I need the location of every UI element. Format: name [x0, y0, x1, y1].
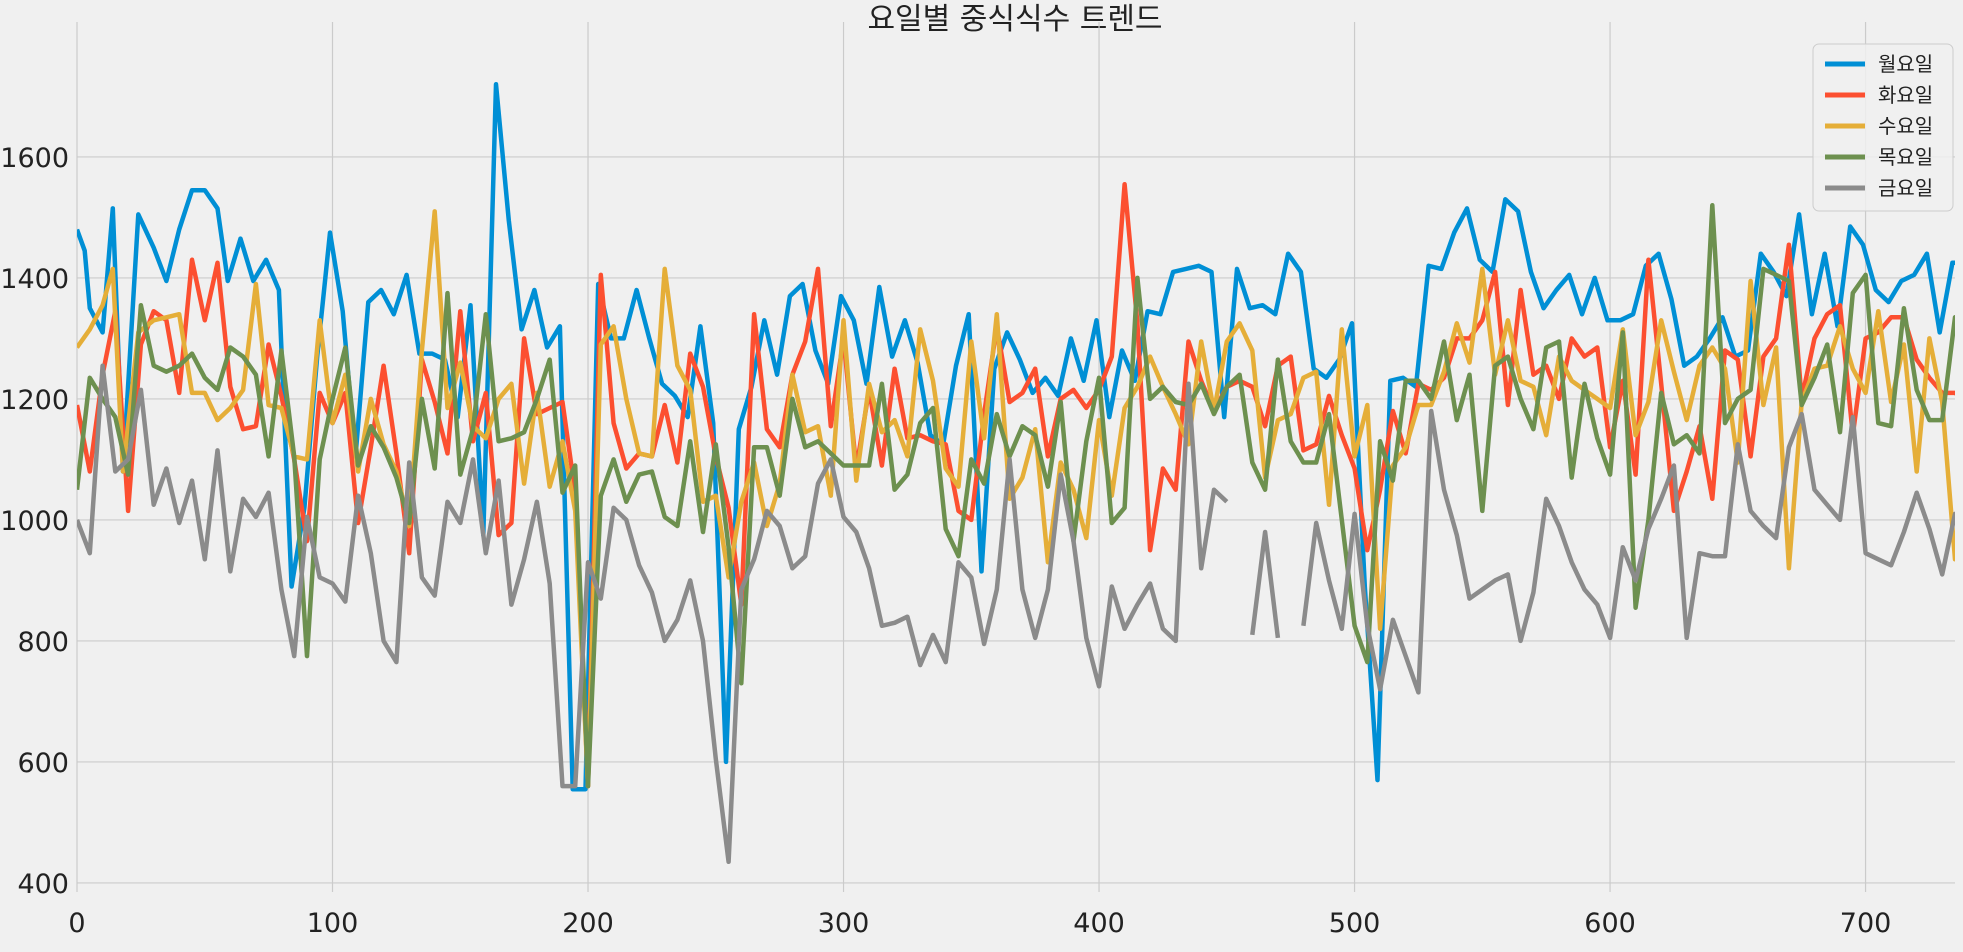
x-tick-label: 600 [1584, 908, 1636, 939]
series-line [77, 203, 1955, 789]
legend-label: 목요일 [1878, 145, 1933, 169]
x-tick-label: 0 [68, 908, 85, 939]
y-tick-label: 800 [17, 627, 69, 658]
series-line [77, 181, 1955, 789]
legend-label: 금요일 [1878, 176, 1933, 200]
x-tick-label: 100 [307, 908, 359, 939]
series-line [77, 363, 1955, 865]
x-tick-label: 400 [1073, 908, 1125, 939]
tick-labels: 0 100 200 300 400 500 600 700 400 600 800 1000 1200 1… [0, 143, 1891, 939]
y-tick-label: 400 [17, 869, 69, 900]
x-tick-label: 300 [818, 908, 870, 939]
y-tick-label: 600 [17, 748, 69, 779]
legend-box [1812, 43, 1954, 212]
y-tick-label: 1400 [0, 264, 69, 295]
series-line [77, 82, 1955, 792]
legend-label: 수요일 [1878, 114, 1933, 138]
y-tick-label: 1600 [0, 143, 69, 174]
y-tick-label: 1200 [0, 385, 69, 416]
y-tick-label: 1000 [0, 506, 69, 537]
series-lines [77, 82, 1955, 865]
chart-title: 요일별 중식식수 트렌드 [867, 2, 1162, 37]
legend-label: 화요일 [1878, 83, 1933, 107]
x-tick-label: 500 [1329, 908, 1381, 939]
x-tick-label: 200 [562, 908, 614, 939]
legend-label: 월요일 [1878, 52, 1933, 76]
x-tick-label: 700 [1840, 908, 1892, 939]
